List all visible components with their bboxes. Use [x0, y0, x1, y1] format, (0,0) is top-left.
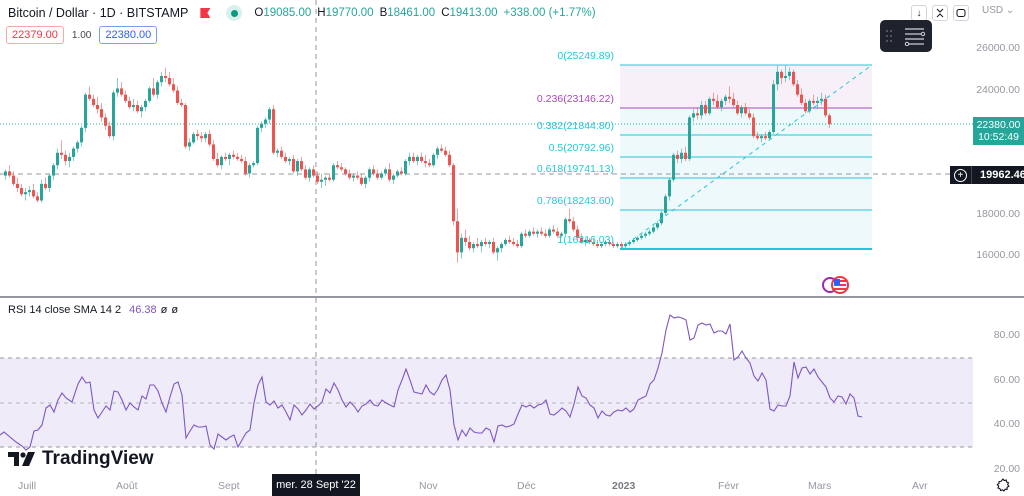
currency-icons[interactable]	[820, 276, 852, 294]
candlesticks	[4, 65, 831, 263]
rsi-axis[interactable]: 80.00 60.00 40.00 20.00	[973, 298, 1024, 475]
pane-divider[interactable]	[0, 296, 1024, 298]
time-tick-label: 2023	[612, 480, 636, 492]
currency-label: USD	[982, 5, 1004, 16]
tradingview-logo-icon	[8, 452, 35, 466]
time-tick-label: Août	[116, 480, 138, 492]
last-price-value: 22380.00	[976, 119, 1021, 131]
market-status-icon[interactable]	[226, 5, 243, 21]
settings-sliders-icon[interactable]	[902, 26, 928, 46]
low-label: B	[379, 7, 388, 19]
rsi-line	[0, 314, 863, 451]
rsi-tick-label: 20.00	[993, 463, 1020, 475]
time-tick-label: Sept	[218, 480, 240, 492]
crosshair-price-value: 19962.46	[980, 169, 1024, 181]
fib-level-label: 0(25249.89)	[557, 50, 614, 62]
chart-settings-gear-icon[interactable]	[996, 478, 1010, 492]
floating-toolbar[interactable]	[880, 20, 932, 52]
collapse-icon	[936, 8, 944, 18]
close-label: C	[441, 7, 450, 19]
plus-icon: +	[954, 168, 967, 182]
low-value: 18461.00	[387, 7, 436, 19]
crosshair-price-tag: + 19962.46	[950, 166, 1024, 184]
rsi-tick-label: 60.00	[993, 374, 1020, 386]
time-tick-label: Nov	[419, 480, 438, 492]
crosshair-date-tag: mer. 28 Sept '22	[272, 474, 360, 496]
rsi-chart[interactable]	[0, 298, 973, 474]
time-tick-label: Déc	[517, 480, 536, 492]
fib-level-label: 0.5(20792.96)	[548, 142, 614, 154]
price-axis[interactable]: 26000.00 24000.00 18000.00 16000.00	[973, 0, 1024, 296]
high-value: 19770.00	[325, 7, 374, 19]
symbol-legend: Bitcoin / Dollar · 1D · BITSTAMP O19085.…	[8, 5, 596, 21]
fib-zone-0-236	[620, 65, 872, 108]
price-chart[interactable]	[0, 0, 973, 296]
price-tick-label: 24000.00	[976, 84, 1020, 96]
high-label: H	[317, 7, 326, 19]
rsi-tick-label: 40.00	[993, 418, 1020, 430]
fib-level-label: 0.618(19741.13)	[536, 163, 614, 175]
open-label: O	[254, 7, 264, 19]
time-tick-label: Avr	[912, 480, 928, 492]
rsi-na-2: ø	[171, 304, 179, 316]
collapse-button[interactable]	[932, 5, 948, 21]
time-tick-label: Mars	[808, 480, 832, 492]
rsi-legend: RSI 14 close SMA 14 2 46.38 ø ø	[8, 304, 178, 316]
fib-level-label: 1(16316.03)	[557, 234, 614, 246]
fib-level-label: 0.236(23146.22)	[536, 93, 614, 105]
fib-level-label: 0.382(21844.80)	[536, 120, 614, 132]
arrow-down-icon: ↓	[916, 7, 922, 19]
price-change: +338.00 (+1.77%)	[503, 7, 596, 19]
rsi-na-1: ø	[160, 304, 168, 316]
last-price-tag: 22380.00 10:52:49	[973, 117, 1024, 145]
fib-labels: 0(25249.89) 0.236(23146.22) 0.382(21844.80…	[440, 0, 614, 296]
open-value: 19085.00	[263, 7, 312, 19]
fullscreen-icon	[956, 9, 966, 17]
price-tick-label: 16000.00	[976, 249, 1020, 261]
ohlc-values: O19085.00 H19770.00 B18461.00 C19413.00 …	[254, 7, 595, 19]
drag-handle-icon[interactable]	[880, 20, 932, 52]
fib-level-label: 0.786(18243.60)	[536, 195, 614, 207]
tradingview-logo-text: TradingView	[42, 448, 154, 469]
chevron-down-icon: ⌄	[1005, 5, 1015, 16]
price-tick-label: 18000.00	[976, 208, 1020, 220]
sell-button[interactable]: 22379.00	[6, 26, 64, 44]
rsi-value: 46.38	[129, 304, 157, 316]
price-tick-label: 26000.00	[976, 42, 1020, 54]
fullscreen-button[interactable]	[953, 5, 969, 21]
time-tick-label: Juill	[18, 480, 37, 492]
symbol-title[interactable]: Bitcoin / Dollar · 1D · BITSTAMP	[8, 6, 189, 20]
close-value: 19413.00	[449, 7, 498, 19]
flag-icon[interactable]	[200, 8, 211, 18]
bar-countdown: 10:52:49	[978, 131, 1019, 143]
rsi-title[interactable]: RSI 14 close SMA 14 2	[8, 304, 122, 316]
tradingview-logo[interactable]: TradingView	[8, 448, 154, 470]
buy-button[interactable]: 22380.00	[99, 26, 158, 44]
quantity-value: 1.00	[71, 29, 92, 41]
time-tick-label: Févr	[718, 480, 739, 492]
currency-selector[interactable]: USD ⌄	[982, 5, 1014, 16]
trade-buttons: 22379.00 1.00 22380.00	[6, 26, 158, 44]
add-alert-button[interactable]: +	[950, 166, 972, 184]
rsi-tick-label: 80.00	[993, 329, 1020, 341]
